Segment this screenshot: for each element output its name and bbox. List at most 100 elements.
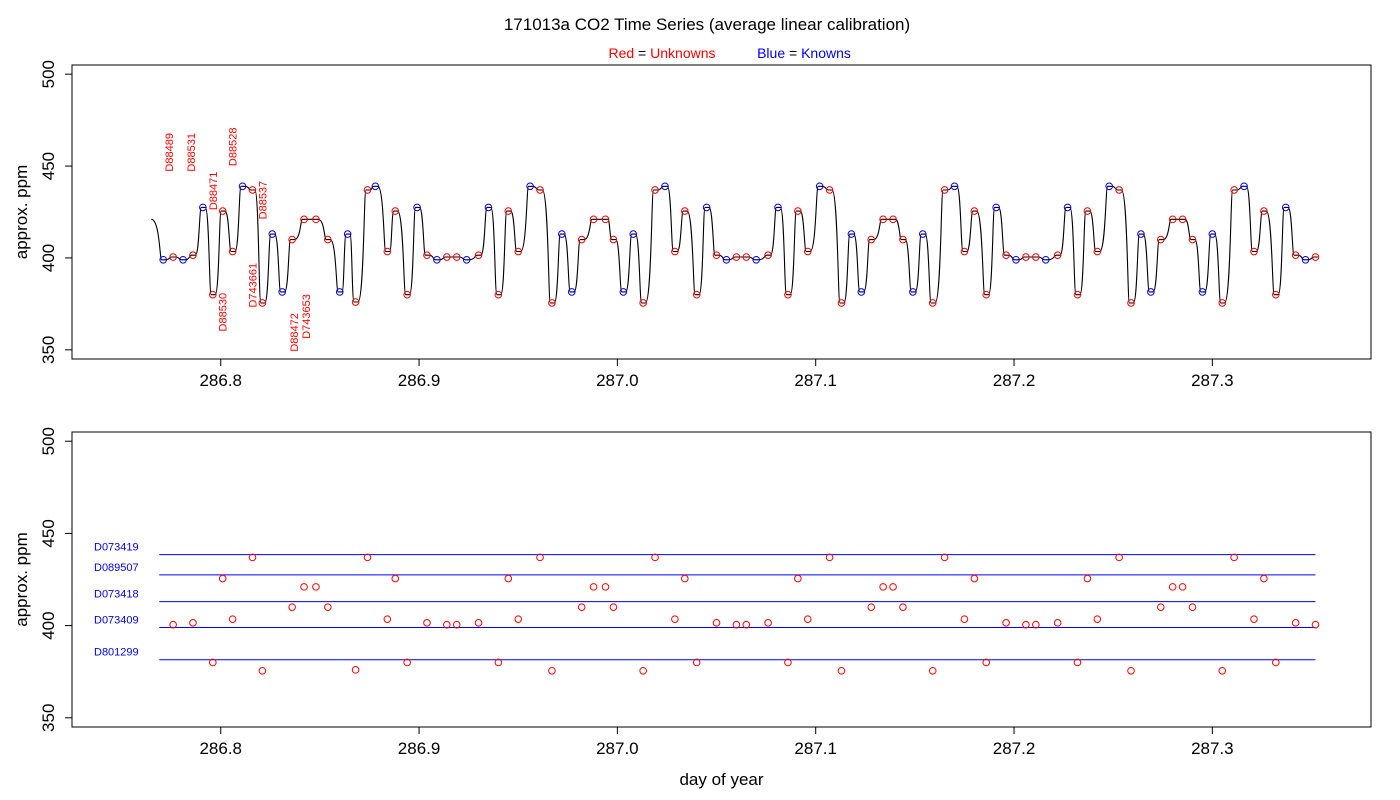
known-point	[702, 203, 711, 212]
unknown-point	[784, 290, 792, 299]
unknown-point	[1032, 253, 1040, 261]
unknown-point	[288, 235, 296, 244]
unknown-point	[879, 215, 887, 224]
unknown-point	[1127, 299, 1135, 307]
unknown-point	[928, 299, 937, 307]
unknown-point	[1188, 603, 1197, 611]
unknown-point	[1272, 658, 1280, 667]
unknown-point	[228, 615, 237, 623]
reference-label: D089507	[94, 562, 139, 574]
unknown-point	[209, 658, 217, 667]
known-point	[752, 255, 761, 264]
unknown-point	[363, 186, 372, 194]
known-point	[1240, 182, 1248, 191]
sample-annotation: D88537	[257, 181, 269, 220]
unknown-point	[391, 574, 400, 583]
unknown-point	[601, 583, 610, 591]
known-point	[1301, 255, 1310, 264]
unknown-point	[837, 666, 846, 675]
unknown-point	[712, 251, 721, 259]
unknown-point	[351, 666, 360, 674]
unknown-point	[423, 251, 431, 259]
unknown-point	[970, 207, 979, 215]
unknown-point	[423, 619, 431, 627]
unknown-point	[443, 253, 451, 261]
unknown-point	[1115, 186, 1123, 194]
legend-red-label: Red	[608, 45, 634, 61]
unknown-point	[803, 615, 812, 623]
top-x-tick-label: 286.8	[199, 371, 242, 390]
unknown-point	[825, 186, 834, 194]
unknown-point	[742, 620, 751, 629]
top-y-tick-label: 500	[39, 60, 58, 88]
known-point	[619, 288, 628, 296]
unknown-point	[494, 658, 503, 667]
unknown-point	[609, 235, 618, 244]
unknown-point	[1073, 658, 1082, 667]
reference-label: D073418	[94, 589, 139, 601]
unknown-point	[312, 215, 320, 224]
unknown-point	[1156, 603, 1165, 611]
known-point	[1137, 230, 1145, 238]
known-point	[199, 203, 207, 212]
unknown-point	[1291, 619, 1300, 627]
unknown-point	[1115, 553, 1123, 562]
unknown-point	[474, 619, 483, 627]
unknown-point	[189, 619, 197, 627]
unknown-point	[577, 603, 586, 611]
unknown-point	[639, 666, 647, 675]
unknown-point	[1218, 666, 1227, 675]
sample-annotation: D88472	[289, 313, 301, 352]
unknown-point	[312, 583, 320, 591]
unknown-point	[514, 247, 523, 256]
unknown-point	[1022, 620, 1030, 629]
unknown-point	[536, 186, 544, 194]
unknown-point	[1032, 620, 1040, 629]
reference-label: D073419	[94, 542, 139, 554]
unknown-point	[169, 253, 177, 261]
unknown-point	[825, 553, 834, 562]
known-point	[722, 255, 731, 264]
unknown-point	[1230, 186, 1238, 194]
unknown-point	[548, 666, 556, 675]
sample-annotation: D743653	[301, 294, 313, 339]
unknown-point	[1250, 615, 1258, 623]
unknown-point	[837, 299, 846, 307]
unknown-point	[940, 186, 949, 194]
legend: Red = Unknowns Blue = Knowns	[608, 45, 850, 61]
unknown-point	[1260, 207, 1268, 215]
known-point	[335, 288, 344, 296]
unknown-point	[732, 620, 741, 629]
top-y-tick-label: 450	[39, 152, 58, 180]
known-point	[661, 182, 669, 191]
unknown-point	[1083, 574, 1092, 583]
known-point	[992, 203, 1000, 212]
top-y-axis-label: approx. ppm	[12, 165, 31, 260]
unknown-point	[383, 247, 392, 256]
unknown-point	[867, 603, 876, 611]
bottom-y-tick-label: 500	[39, 427, 58, 455]
known-point	[433, 255, 441, 264]
unknown-point	[403, 290, 411, 299]
bottom-x-tick-label: 286.8	[199, 739, 242, 758]
known-point	[1063, 203, 1072, 212]
unknown-point	[803, 247, 812, 256]
unknown-point	[1178, 583, 1187, 591]
known-point	[343, 230, 352, 238]
bottom-y-tick-label: 350	[39, 704, 58, 732]
unknown-point	[300, 215, 308, 224]
unknown-point	[548, 299, 556, 307]
unknown-point	[443, 620, 451, 629]
unknown-point	[383, 615, 392, 623]
bottom-panel: 286.8 286.9 287.0 287.1 287.2 287.3 350 400 450 5…	[12, 427, 1372, 789]
unknown-point	[681, 207, 689, 215]
known-point	[1041, 255, 1050, 264]
sample-annotation: D88528	[228, 128, 240, 167]
sample-annotation: D743661	[247, 263, 259, 308]
unknown-point	[324, 235, 332, 244]
known-point	[371, 182, 380, 191]
legend-red-value: Unknowns	[650, 45, 715, 61]
unknown-point	[692, 658, 701, 667]
unknown-point	[1311, 620, 1320, 629]
